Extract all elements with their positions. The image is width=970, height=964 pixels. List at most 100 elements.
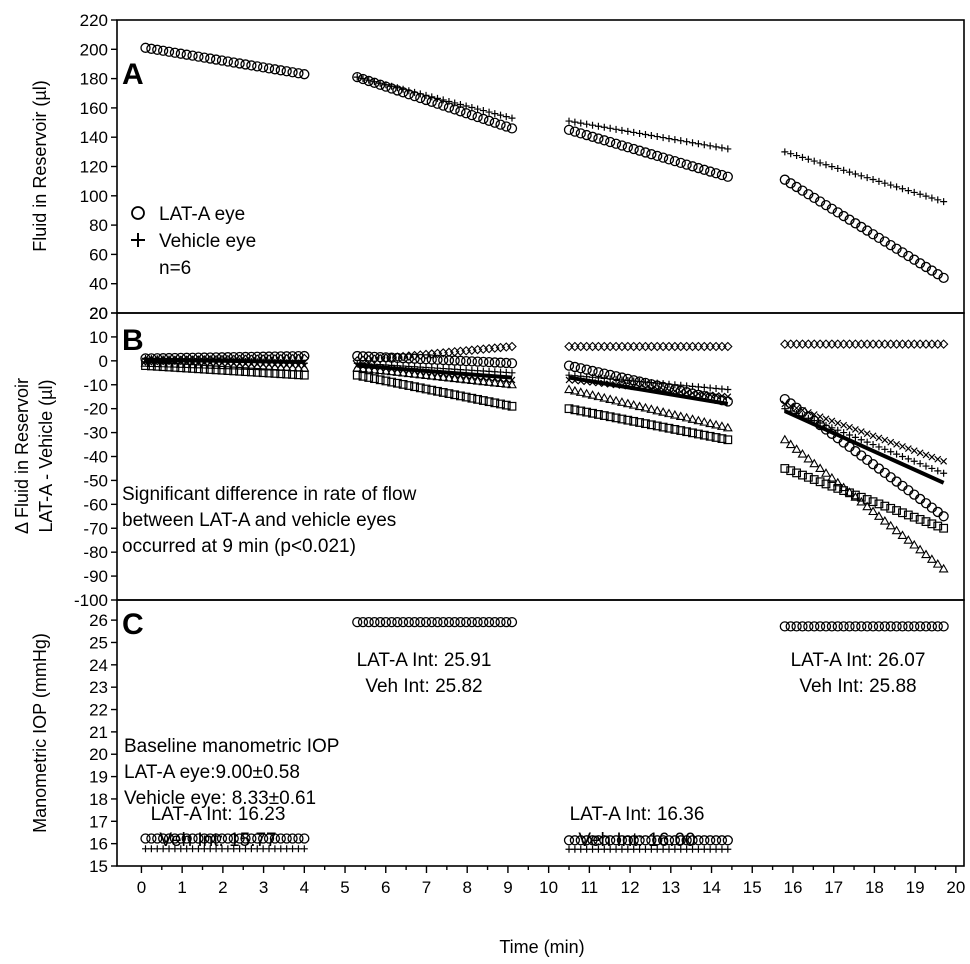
data-point-plus xyxy=(683,845,691,853)
data-point-plus xyxy=(659,845,667,853)
data-point-circle xyxy=(357,616,369,628)
data-point-circle xyxy=(640,147,651,158)
y-tick-label: 26 xyxy=(89,611,108,630)
data-point-cross xyxy=(810,411,818,418)
data-point-circle xyxy=(569,361,581,373)
data-point-square xyxy=(886,503,896,513)
data-point-triangle xyxy=(421,370,431,379)
data-point-triangle xyxy=(478,376,489,386)
data-point-plus xyxy=(177,845,185,853)
data-point-circle xyxy=(140,42,151,53)
data-point-circle xyxy=(216,833,228,844)
data-point-square xyxy=(658,422,668,432)
axis-ticks: 20406080100120140160180200220-100-90-80-… xyxy=(74,11,965,897)
data-point-cross xyxy=(857,428,865,435)
data-point-plus xyxy=(565,117,573,125)
data-point-square xyxy=(646,420,656,430)
data-point-circle xyxy=(722,835,733,846)
data-point-square xyxy=(803,472,813,482)
data-point-circle xyxy=(169,47,181,58)
baseline-title: Baseline manometric IOP xyxy=(124,736,339,757)
data-point-circle xyxy=(293,833,304,844)
data-point-plus xyxy=(445,97,453,105)
data-point-circle xyxy=(455,106,466,117)
data-point-circle xyxy=(622,142,633,153)
data-point-plus xyxy=(594,845,602,853)
data-point-plus xyxy=(781,148,789,156)
x-tick-label: 5 xyxy=(340,878,349,897)
data-point-circle xyxy=(181,833,192,844)
data-point-triangle xyxy=(687,414,698,423)
data-point-plus xyxy=(428,93,436,101)
data-point-triangle xyxy=(599,392,610,402)
data-point-circle xyxy=(163,833,175,844)
data-point-circle xyxy=(838,621,849,632)
data-point-circle xyxy=(193,51,204,62)
annotation-line-2: between LAT-A and vehicle eyes xyxy=(122,510,396,531)
data-point-triangle xyxy=(634,401,645,411)
data-point-circle xyxy=(856,621,867,632)
data-point-triangle xyxy=(489,377,500,387)
data-point-circle xyxy=(363,75,374,87)
data-point-triangle xyxy=(444,372,454,382)
data-point-circle xyxy=(449,616,460,628)
data-point-circle xyxy=(657,835,669,846)
data-point-circle xyxy=(867,621,879,632)
panel-c-frame xyxy=(116,599,965,867)
data-point-circle xyxy=(472,356,483,367)
data-point-diamond xyxy=(705,341,715,352)
data-point-square xyxy=(939,523,949,533)
data-point-circle xyxy=(563,124,575,136)
data-point-circle xyxy=(634,835,645,846)
int4-veh: Veh Int: 25.88 xyxy=(799,676,916,697)
data-point-circle xyxy=(409,616,420,628)
data-point-plus xyxy=(665,845,673,853)
data-point-plus xyxy=(565,845,573,853)
data-point-plus xyxy=(606,124,614,132)
data-point-triangle xyxy=(484,377,495,386)
x-tick-label: 15 xyxy=(743,878,762,897)
data-point-circle xyxy=(158,833,169,844)
data-point-square xyxy=(194,364,203,374)
data-point-cross xyxy=(724,393,732,401)
data-point-triangle xyxy=(856,496,867,506)
data-point-cross xyxy=(899,442,906,450)
data-point-plus xyxy=(165,845,173,853)
data-point-circle xyxy=(862,621,873,632)
data-point-circle xyxy=(634,145,645,156)
x-tick-label: 8 xyxy=(462,878,471,897)
data-point-square xyxy=(933,521,943,531)
data-point-circle xyxy=(483,616,495,628)
x-tick-label: 17 xyxy=(824,878,843,897)
y-tick-label: 15 xyxy=(89,857,108,876)
data-point-plus xyxy=(893,450,901,458)
legend-circle-icon xyxy=(131,206,145,220)
data-point-circle xyxy=(885,239,896,251)
data-point-diamond xyxy=(874,339,884,349)
data-point-diamond xyxy=(838,339,849,349)
data-point-plus xyxy=(618,845,626,853)
data-point-circle xyxy=(426,616,437,628)
data-point-square xyxy=(398,379,408,389)
data-point-square xyxy=(786,466,796,476)
data-point-plus xyxy=(712,845,720,853)
data-point-diamond xyxy=(803,339,814,349)
data-point-cross xyxy=(683,388,691,396)
data-point-triangle xyxy=(838,482,849,492)
data-point-circle xyxy=(820,621,832,632)
data-point-plus xyxy=(600,123,608,131)
data-point-plus xyxy=(928,464,936,472)
x-axis-label: Time (min) xyxy=(499,937,584,957)
data-point-circle xyxy=(873,232,885,244)
data-point-plus xyxy=(857,436,865,444)
data-point-triangle xyxy=(909,539,920,549)
data-point-plus xyxy=(571,845,579,853)
y-tick-label: 20 xyxy=(89,304,108,323)
data-point-cross xyxy=(875,434,883,442)
data-point-diamond xyxy=(658,341,668,352)
data-point-triangle xyxy=(926,554,937,563)
panel-b-ylabel-2: LAT-A - Vehicle (µl) xyxy=(36,379,56,532)
data-point-triangle xyxy=(675,411,686,421)
data-point-diamond xyxy=(575,341,586,352)
data-point-plus xyxy=(612,845,620,853)
